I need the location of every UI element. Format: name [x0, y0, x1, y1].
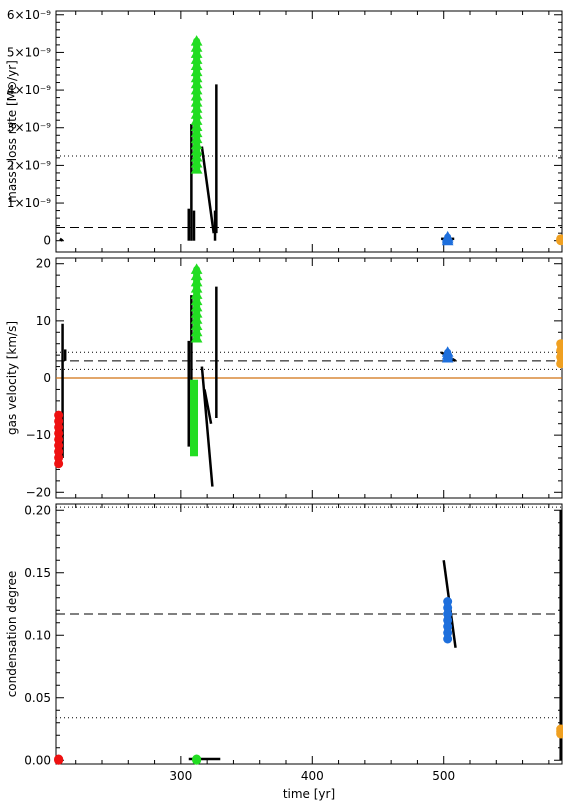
data-marker — [441, 234, 454, 246]
data-marker — [192, 755, 202, 765]
data-marker — [443, 603, 453, 613]
data-marker — [556, 236, 563, 246]
data-marker — [190, 417, 198, 426]
x-tick-label: 500 — [432, 769, 455, 783]
y-tick-label: 0.00 — [24, 753, 51, 767]
data-marker — [443, 609, 453, 619]
data-marker — [443, 597, 453, 606]
data-marker — [54, 459, 64, 469]
data-marker — [190, 331, 203, 343]
data-trace — [200, 146, 215, 234]
data-marker — [190, 404, 198, 413]
y-tick-label: 0 — [43, 234, 51, 248]
data-marker — [443, 615, 453, 625]
plot-frame — [55, 10, 563, 253]
data-trace — [200, 366, 214, 487]
data-marker — [190, 429, 198, 438]
y-tick-label: 10 — [36, 314, 51, 328]
data-marker — [556, 359, 563, 369]
panel-mass-loss-rate: 0 1×10⁻⁹ 2×10⁻⁹ 3×10⁻⁹ 4×10⁻⁹ 5×10⁻⁹ 6×10⁻⁹ mas… — [5, 8, 563, 253]
y-tick-label: 0.10 — [24, 628, 51, 642]
data-trace — [59, 237, 64, 242]
data-marker — [443, 628, 453, 638]
y-tick-label: −20 — [26, 485, 51, 499]
data-marker — [54, 755, 64, 765]
x-axis-label: time [yr] — [283, 787, 335, 801]
data-marker — [190, 163, 203, 174]
y-tick-label: 3×10⁻⁹ — [7, 121, 51, 135]
y-tick-label: 2×10⁻⁹ — [7, 158, 51, 172]
y-tick-label: 1×10⁻⁹ — [7, 196, 51, 210]
panel-condensation-degree: 0.00 0.05 0.10 0.15 0.20 300 400 500 condensatio… — [5, 503, 563, 783]
y-tick-label: 20 — [36, 257, 51, 271]
x-tick-label: 300 — [169, 769, 192, 783]
y-tick-label: 0.15 — [24, 566, 51, 580]
y-axis-label: mass−loss rate [M⊙/yr] — [5, 60, 19, 203]
data-marker — [190, 379, 198, 388]
data-marker — [556, 729, 563, 739]
data-trace — [203, 389, 213, 424]
data-marker — [190, 392, 198, 401]
data-marker — [190, 385, 198, 394]
y-axis-label: gas velocity [km/s] — [5, 321, 19, 435]
y-tick-label: 0 — [43, 371, 51, 385]
data-marker — [190, 410, 198, 419]
x-tick-label: 400 — [301, 769, 324, 783]
data-marker — [443, 634, 453, 644]
y-tick-label: 0.05 — [24, 691, 51, 705]
data-marker — [190, 398, 198, 407]
y-tick-label: 0.20 — [24, 503, 51, 517]
y-tick-label: −10 — [26, 428, 51, 442]
y-tick-label: 5×10⁻⁹ — [7, 45, 51, 59]
data-marker — [190, 448, 198, 457]
plot-frame — [55, 503, 563, 765]
data-marker — [441, 351, 454, 363]
data-marker — [190, 435, 198, 444]
data-marker — [443, 622, 453, 631]
data-marker — [190, 423, 198, 432]
y-tick-label: 6×10⁻⁹ — [7, 8, 51, 22]
y-axis-label: condensation degree — [5, 571, 19, 698]
panel-gas-velocity: −20 −10 0 10 20 gas velocity [km/s] — [5, 257, 563, 499]
y-tick-label: 4×10⁻⁹ — [7, 83, 51, 97]
data-marker — [190, 442, 198, 451]
